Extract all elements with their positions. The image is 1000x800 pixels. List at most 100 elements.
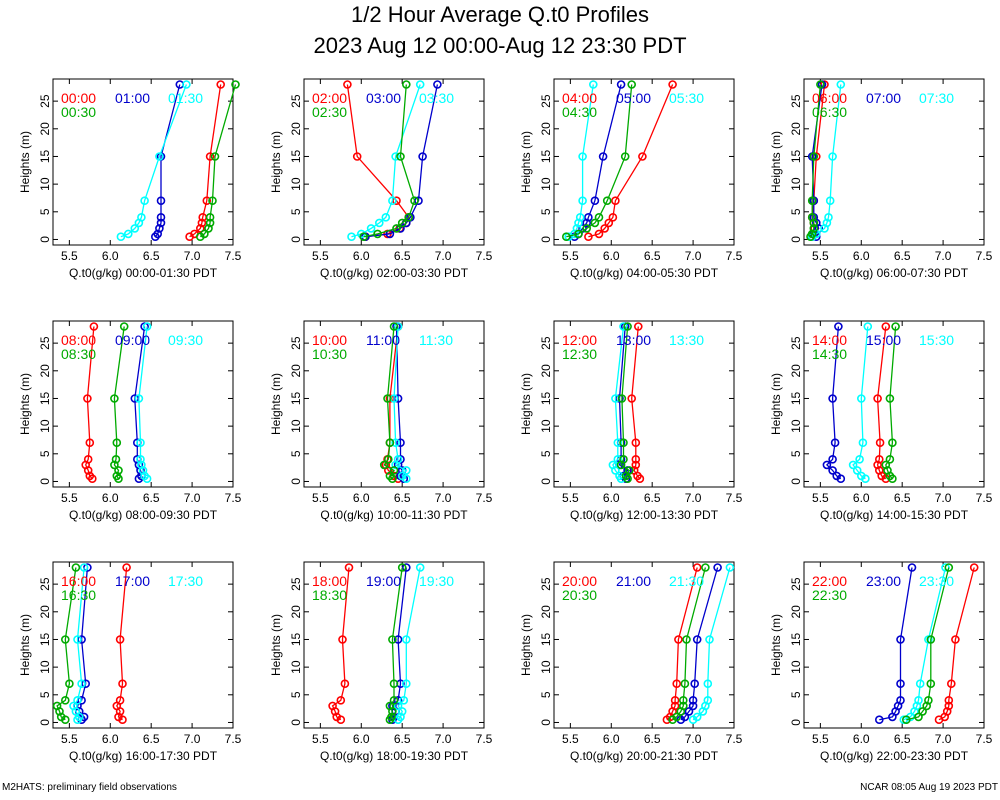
x-axis-label: Q.t0(g/kg) 10:00-11:30 PDT: [320, 508, 468, 522]
data-point: [705, 635, 714, 644]
plot-frame: [803, 78, 985, 246]
x-tick-label: 7.5: [476, 249, 493, 263]
data-point: [638, 152, 647, 161]
data-point: [415, 80, 425, 89]
data-point: [137, 213, 146, 222]
plot-frame: [803, 320, 985, 488]
data-point: [136, 438, 145, 448]
data-point: [584, 213, 593, 222]
data-point: [631, 438, 641, 448]
data-point: [896, 635, 905, 644]
data-point: [115, 695, 125, 705]
data-point: [397, 471, 407, 481]
plot-frame: [303, 320, 485, 488]
data-point: [52, 701, 62, 711]
x-tick-label: 6.0: [353, 732, 370, 746]
data-point: [836, 80, 846, 89]
data-point: [140, 196, 149, 205]
x-tick-label: 7.5: [476, 491, 493, 505]
y-tick-label: 25: [789, 577, 803, 591]
data-point: [924, 695, 933, 705]
x-tick-label: 5.5: [562, 732, 579, 746]
y-tick-label: 10: [789, 177, 803, 191]
data-point: [401, 80, 411, 89]
y-tick-label: 25: [789, 94, 803, 108]
data-point: [582, 224, 592, 233]
data-point: [825, 196, 835, 205]
data-point: [574, 229, 583, 239]
data-point: [692, 712, 702, 722]
y-tick-label: 5: [539, 208, 553, 215]
x-axis-label: Q.t0(g/kg) 08:00-09:30 PDT: [69, 508, 218, 522]
data-point: [809, 218, 819, 228]
data-point: [941, 563, 950, 572]
data-point: [385, 438, 395, 448]
profile-panel: 5.5 6.0 6.5 7.0 7.5 0 5 10 15 20 25 Q.t0(g/kg) 06:0…: [769, 78, 993, 280]
x-tick-label: 7.5: [726, 491, 743, 505]
x-tick-label: 6.0: [102, 491, 119, 505]
profile-panel: 5.5 6.0 6.5 7.0 7.5 0 5 10 15 20 25 Q.t0(g/kg) 16:0…: [18, 561, 242, 763]
data-point: [883, 466, 892, 475]
data-point: [392, 224, 401, 233]
plot-frame: [303, 561, 485, 729]
data-point: [624, 466, 634, 475]
data-point: [713, 563, 722, 572]
panels: 5.5 6.0 6.5 7.0 7.5 0 5 10 15 20 25 Q.t0(g/kg) 00:0…: [18, 78, 993, 763]
data-point: [692, 563, 702, 572]
x-tick-label: 6.0: [102, 732, 119, 746]
data-point: [116, 232, 126, 241]
y-tick-label: 25: [38, 577, 52, 591]
data-point: [848, 460, 858, 470]
data-point: [205, 218, 215, 228]
data-point: [914, 695, 923, 705]
y-axis-label: Heights (m): [769, 131, 783, 193]
data-point: [393, 454, 403, 464]
data-point: [575, 213, 585, 222]
series-line: [120, 84, 188, 238]
data-point: [383, 454, 393, 464]
data-point: [418, 152, 427, 161]
y-axis-label: Heights (m): [769, 373, 783, 435]
y-tick-label: 25: [539, 94, 553, 108]
data-point: [79, 563, 89, 572]
legend-label: 05:30: [669, 90, 704, 106]
legend-label: 09:30: [168, 332, 203, 348]
y-tick-label: 25: [539, 336, 553, 350]
data-point: [633, 322, 643, 331]
data-point: [692, 635, 702, 644]
data-point: [619, 438, 628, 448]
data-point: [404, 213, 414, 222]
data-point: [944, 563, 954, 572]
x-tick-label: 7.0: [685, 732, 702, 746]
x-axis-label: Q.t0(g/kg) 06:00-07:30 PDT: [820, 266, 969, 280]
y-tick-label: 0: [539, 719, 553, 726]
data-point: [210, 152, 220, 161]
data-point: [389, 679, 399, 689]
data-point: [611, 196, 620, 205]
data-point: [582, 218, 592, 228]
x-tick-label: 7.0: [935, 732, 952, 746]
legend-label: 06:00: [812, 90, 847, 106]
data-point: [678, 695, 688, 705]
data-point: [231, 80, 240, 89]
x-tick-label: 6.5: [394, 732, 411, 746]
x-tick-label: 7.5: [225, 491, 242, 505]
data-point: [202, 196, 212, 205]
data-point: [85, 438, 95, 448]
y-tick-label: 10: [539, 177, 553, 191]
data-point: [383, 394, 392, 403]
y-tick-label: 20: [539, 122, 553, 136]
data-point: [389, 322, 399, 331]
data-point: [130, 224, 140, 233]
x-tick-label: 7.5: [976, 249, 993, 263]
data-point: [205, 213, 215, 222]
data-point: [822, 218, 832, 228]
data-point: [111, 454, 121, 464]
x-tick-label: 6.0: [853, 732, 870, 746]
x-tick-label: 5.5: [61, 249, 78, 263]
y-tick-label: 0: [38, 236, 52, 243]
data-point: [834, 322, 843, 331]
y-tick-label: 10: [38, 177, 52, 191]
y-axis-label: Heights (m): [519, 131, 533, 193]
legend-label: 04:00: [562, 90, 597, 106]
